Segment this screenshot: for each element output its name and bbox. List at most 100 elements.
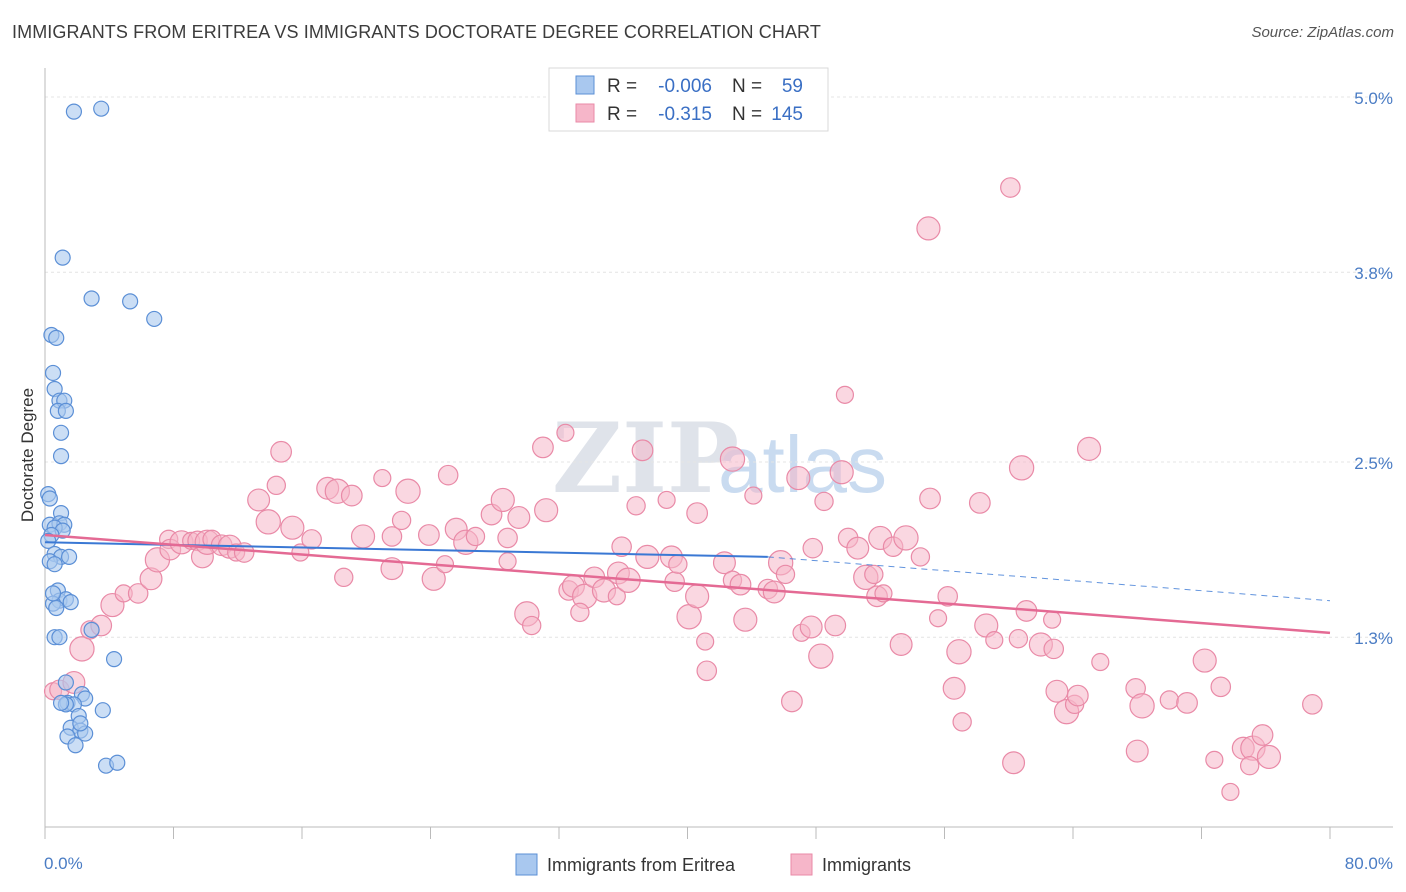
eritrea-point: [67, 737, 84, 754]
immigrants-point: [255, 509, 281, 535]
eritrea-point: [40, 532, 57, 549]
series-eritrea-points: [40, 100, 163, 774]
eritrea-point: [57, 674, 74, 691]
immigrants-point: [919, 487, 941, 510]
immigrants-point: [916, 216, 941, 241]
stats-legend-n-label-immigrants: N =: [732, 104, 762, 125]
immigrants-point: [626, 496, 646, 516]
immigrants-point: [937, 586, 959, 607]
eritrea-point: [122, 293, 139, 310]
immigrants-point: [1239, 755, 1260, 776]
axes: [44, 68, 1393, 828]
stats-legend-n-value-immigrants: 145: [771, 104, 803, 125]
immigrants-point: [1043, 638, 1065, 660]
immigrants-point: [534, 498, 559, 523]
immigrants-point: [395, 478, 421, 504]
legend-label-immigrants: Immigrants: [822, 855, 911, 875]
immigrants-point: [1129, 693, 1155, 719]
immigrants-point: [657, 490, 676, 510]
eritrea-point: [44, 364, 62, 382]
immigrants-point: [270, 440, 293, 463]
source-label: Source: ZipAtlas.com: [1251, 24, 1394, 41]
immigrants-point: [417, 524, 440, 546]
stats-legend-r-label-eritrea: R =: [607, 76, 637, 97]
immigrants-point: [696, 660, 718, 682]
immigrants-point: [532, 436, 554, 459]
immigrants-point: [835, 385, 855, 404]
eritrea-point: [105, 650, 123, 668]
immigrants-point: [1210, 676, 1232, 698]
eritrea-point: [48, 329, 65, 346]
immigrants-point: [719, 446, 746, 472]
x-ticks: [44, 827, 1331, 839]
immigrants-point: [1251, 724, 1274, 746]
eritrea-point: [41, 490, 58, 507]
immigrants-point: [712, 551, 736, 575]
eritrea-point: [83, 290, 100, 307]
immigrants-point: [1159, 690, 1180, 710]
immigrants-point: [846, 536, 870, 560]
stats-legend-r-label-immigrants: R =: [607, 104, 637, 125]
immigrants-point: [1076, 436, 1102, 461]
stats-legend-n-label-eritrea: N =: [732, 76, 762, 97]
eritrea-point: [44, 585, 62, 602]
immigrants-point: [1192, 648, 1217, 673]
immigrants-point: [233, 542, 255, 563]
y-tick-labels: 1.3% 2.5% 3.8% 5.0%: [1354, 89, 1393, 648]
eritrea-point: [57, 402, 74, 419]
immigrants-point: [733, 607, 758, 632]
immigrants-point: [1221, 782, 1240, 802]
immigrants-point: [465, 526, 486, 547]
immigrants-point: [373, 468, 392, 488]
immigrants-point: [381, 526, 403, 547]
legend-label-eritrea: Immigrants from Eritrea: [547, 855, 736, 875]
eritrea-point: [52, 694, 70, 712]
trend-lines: [44, 533, 1331, 635]
x-tick-label-max: 80.0%: [1345, 854, 1393, 873]
eritrea-point: [46, 556, 63, 573]
chart-title: IMMIGRANTS FROM ERITREA VS IMMIGRANTS DO…: [12, 22, 821, 42]
immigrants-point: [744, 486, 763, 505]
immigrants-point: [864, 564, 884, 585]
immigrants-point: [686, 502, 709, 524]
immigrants-point: [1205, 750, 1224, 769]
y-axis-title: Doctorate Degree: [18, 388, 37, 522]
eritrea-point: [65, 103, 83, 120]
immigrants-point: [1045, 679, 1069, 703]
immigrants-point: [685, 584, 710, 609]
stats-legend-box: [548, 67, 829, 132]
y-tick-label: 1.3%: [1354, 629, 1393, 648]
immigrants-point: [1008, 628, 1029, 649]
immigrants-point: [729, 573, 752, 596]
stats-legend-swatch-immigrants: [575, 103, 595, 123]
immigrants-point: [437, 464, 459, 486]
legend-swatch-eritrea: [515, 853, 538, 876]
immigrants-point: [631, 439, 654, 462]
stats-legend-swatch-eritrea: [575, 75, 595, 95]
immigrants-point: [1176, 692, 1198, 714]
immigrants-point: [334, 567, 354, 588]
eritrea-point: [52, 424, 70, 441]
stats-legend-n-value-eritrea: 59: [782, 76, 803, 97]
immigrants-point: [127, 583, 149, 604]
immigrants-point: [1000, 177, 1021, 198]
y-tick-label: 5.0%: [1354, 89, 1393, 108]
immigrants-point: [775, 564, 796, 585]
eritrea-point: [52, 448, 70, 465]
immigrants-point: [985, 631, 1004, 650]
immigrants-point: [942, 676, 966, 700]
immigrants-point: [1256, 744, 1282, 770]
immigrants-point: [391, 510, 412, 531]
eritrea-point: [51, 629, 68, 646]
immigrants-point: [490, 487, 515, 513]
y-tick-label: 3.8%: [1354, 264, 1393, 283]
y-tick-label: 2.5%: [1354, 454, 1393, 473]
immigrants-point: [301, 529, 322, 550]
immigrants-point: [910, 547, 931, 567]
immigrants-point: [635, 544, 660, 570]
eritrea-point: [94, 702, 111, 719]
immigrants-point: [280, 515, 305, 540]
eritrea-point: [93, 100, 110, 117]
immigrants-point: [781, 690, 803, 713]
